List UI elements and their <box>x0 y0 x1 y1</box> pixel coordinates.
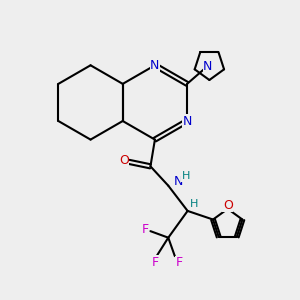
Text: F: F <box>152 256 159 268</box>
Text: H: H <box>182 171 190 181</box>
Text: H: H <box>190 200 198 209</box>
Text: F: F <box>142 223 149 236</box>
Text: O: O <box>119 154 129 167</box>
Text: N: N <box>203 59 213 73</box>
Text: O: O <box>223 199 233 212</box>
Text: N: N <box>174 175 183 188</box>
Text: N: N <box>182 115 192 128</box>
Text: N: N <box>150 59 160 72</box>
Text: F: F <box>176 256 183 269</box>
